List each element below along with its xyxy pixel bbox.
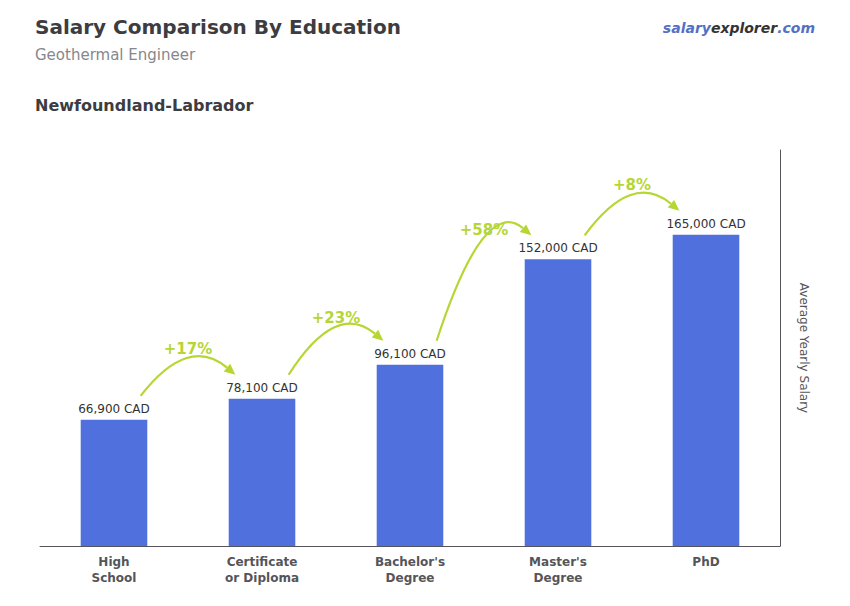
svg-text:Salary Comparison By Education: Salary Comparison By Education bbox=[35, 15, 401, 39]
svg-text:PhD: PhD bbox=[692, 555, 719, 569]
svg-text:Master's: Master's bbox=[529, 555, 587, 569]
svg-text:Newfoundland-Labrador: Newfoundland-Labrador bbox=[35, 96, 254, 115]
svg-text:+8%: +8% bbox=[613, 176, 651, 194]
svg-text:Degree: Degree bbox=[386, 571, 435, 585]
svg-text:salary: salary bbox=[663, 20, 712, 36]
svg-text:Bachelor's: Bachelor's bbox=[375, 555, 445, 569]
svg-text:96,100 CAD: 96,100 CAD bbox=[374, 347, 446, 361]
svg-text:Geothermal Engineer: Geothermal Engineer bbox=[35, 46, 196, 64]
svg-text:Degree: Degree bbox=[534, 571, 583, 585]
svg-text:+17%: +17% bbox=[164, 340, 212, 358]
svg-text:School: School bbox=[92, 571, 137, 585]
svg-text:.com: .com bbox=[777, 20, 815, 36]
svg-text:Average Yearly Salary: Average Yearly Salary bbox=[797, 283, 811, 413]
svg-text:78,100 CAD: 78,100 CAD bbox=[226, 381, 298, 395]
svg-text:+58%: +58% bbox=[460, 221, 508, 239]
svg-text:66,900 CAD: 66,900 CAD bbox=[78, 402, 150, 416]
svg-text:165,000 CAD: 165,000 CAD bbox=[666, 217, 745, 231]
svg-text:+23%: +23% bbox=[312, 309, 360, 327]
svg-text:or Diploma: or Diploma bbox=[225, 571, 299, 585]
svg-text:High: High bbox=[98, 555, 129, 569]
svg-text:explorer: explorer bbox=[711, 20, 778, 36]
svg-text:152,000 CAD: 152,000 CAD bbox=[518, 241, 597, 255]
svg-text:Certificate: Certificate bbox=[227, 555, 298, 569]
